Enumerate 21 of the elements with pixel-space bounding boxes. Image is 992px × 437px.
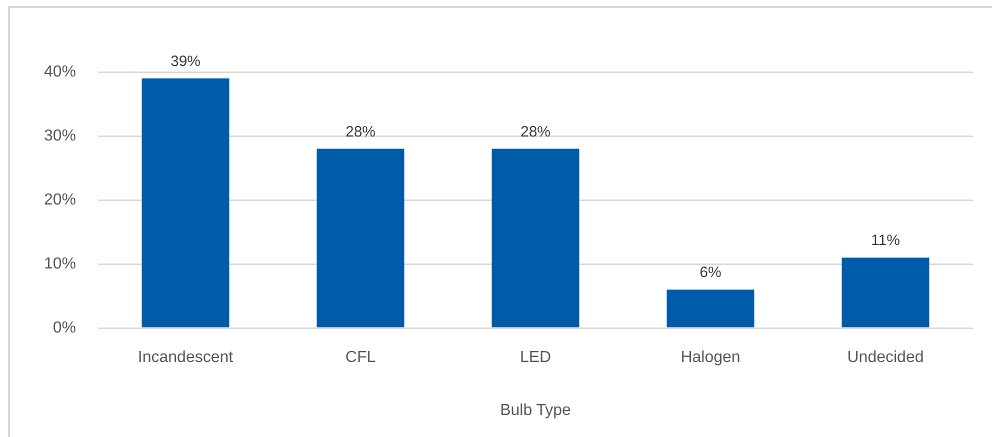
- bar: [142, 78, 230, 328]
- x-tick-label: Halogen: [680, 349, 740, 366]
- y-tick-label: 10%: [44, 255, 76, 272]
- y-tick-label: 30%: [44, 127, 76, 144]
- data-label: 28%: [520, 123, 551, 140]
- bar: [492, 148, 580, 328]
- data-label: 28%: [345, 123, 376, 140]
- data-label: 11%: [871, 232, 900, 250]
- x-tick-label: CFL: [345, 349, 376, 366]
- x-tick-label: Undecided: [847, 349, 924, 366]
- bar: [316, 148, 404, 328]
- x-tick-label: LED: [520, 349, 552, 366]
- x-axis-title: Bulb Type: [500, 402, 572, 419]
- y-tick-label: 0%: [52, 319, 76, 336]
- data-label: 39%: [170, 53, 201, 70]
- bar: [842, 258, 930, 328]
- y-tick-label: 40%: [44, 63, 76, 80]
- x-tick-label: Incandescent: [138, 349, 234, 366]
- bar: [666, 290, 754, 328]
- data-label: 6%: [700, 264, 722, 282]
- y-tick-label: 20%: [44, 191, 76, 208]
